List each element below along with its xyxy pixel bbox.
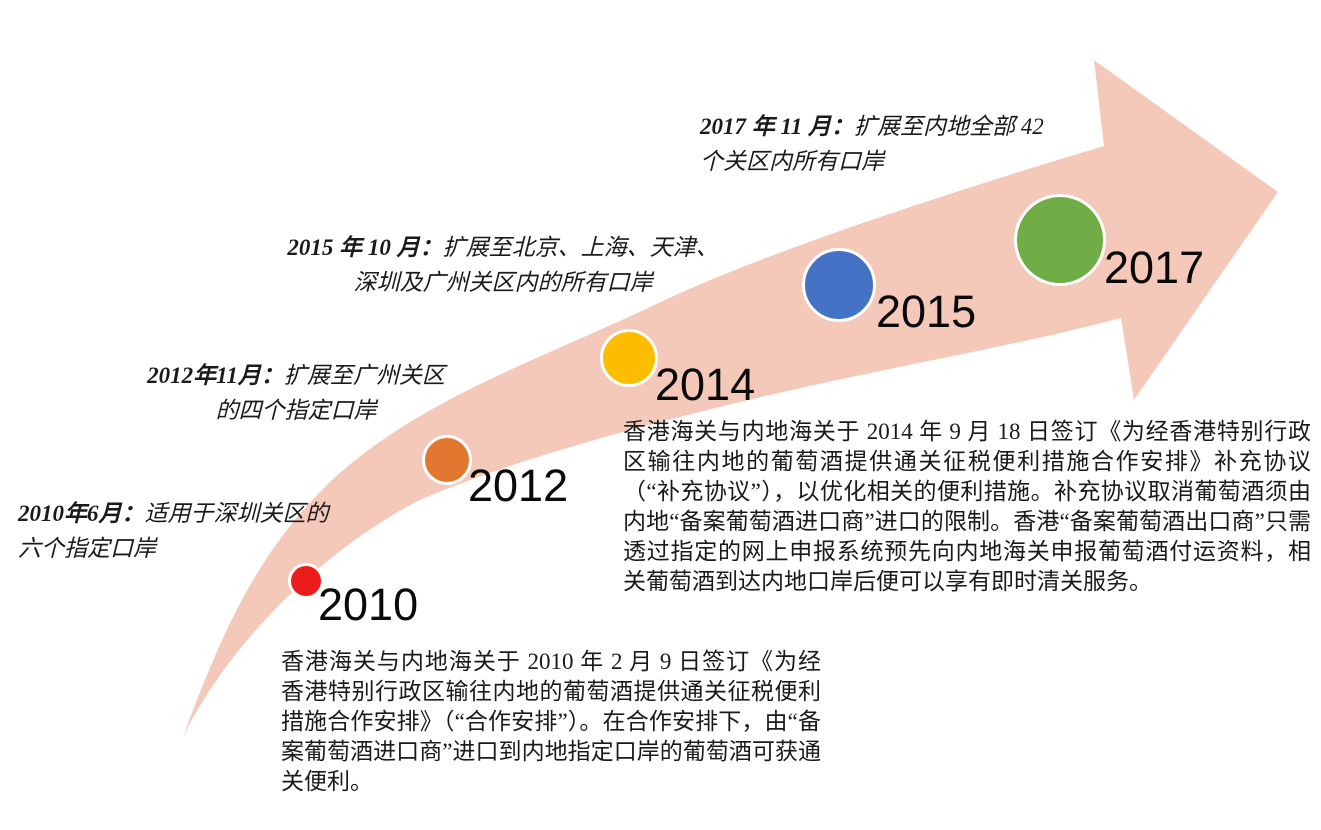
- paragraph-2014-agreement: 香港海关与内地海关于 2014 年 9 月 18 日签订《为经香港特别行政区输往…: [623, 419, 1311, 594]
- annotation-2012: 2012年11月：扩展至广州关区的四个指定口岸: [138, 358, 454, 428]
- annotation-2015-text: 扩展至北京、上海、天津、深圳及广州关区内的所有口岸: [353, 235, 719, 295]
- annotation-2010-date: 2010年6月：: [18, 501, 145, 526]
- annotation-2017-date: 2017 年 11 月：: [700, 114, 854, 139]
- milestone-dot-2017: [1014, 194, 1106, 286]
- milestone-dot-2010: [288, 563, 324, 599]
- timeline-arrow-shape: [183, 60, 1278, 737]
- year-label-2017: 2017: [1104, 242, 1205, 293]
- annotation-2010: 2010年6月：适用于深圳关区的六个指定口岸: [18, 496, 330, 566]
- annotation-2010-text: 适用于深圳关区的六个指定口岸: [18, 501, 329, 561]
- milestone-dot-2014: [600, 329, 658, 387]
- year-label-2012: 2012: [468, 460, 569, 511]
- annotation-2012-text: 扩展至广州关区的四个指定口岸: [215, 363, 445, 423]
- annotation-2015: 2015 年 10 月：扩展至北京、上海、天津、深圳及广州关区内的所有口岸: [280, 230, 726, 300]
- paragraph-2010-agreement: 香港海关与内地海关于 2010 年 2 月 9 日签订《为经香港特别行政区输往内…: [281, 649, 821, 794]
- annotation-2017: 2017 年 11 月：扩展至内地全部 42 个关区内所有口岸: [700, 109, 1048, 179]
- milestone-dot-2012: [422, 435, 472, 485]
- year-label-2010: 2010: [318, 579, 419, 630]
- annotation-2015-date: 2015 年 10 月：: [287, 235, 443, 260]
- annotation-2017-text: 扩展至内地全部 42 个关区内所有口岸: [700, 114, 1044, 174]
- milestone-dot-2015: [802, 248, 876, 322]
- annotation-2012-date: 2012年11月：: [147, 363, 284, 388]
- year-label-2014: 2014: [655, 359, 756, 410]
- year-label-2015: 2015: [876, 286, 977, 337]
